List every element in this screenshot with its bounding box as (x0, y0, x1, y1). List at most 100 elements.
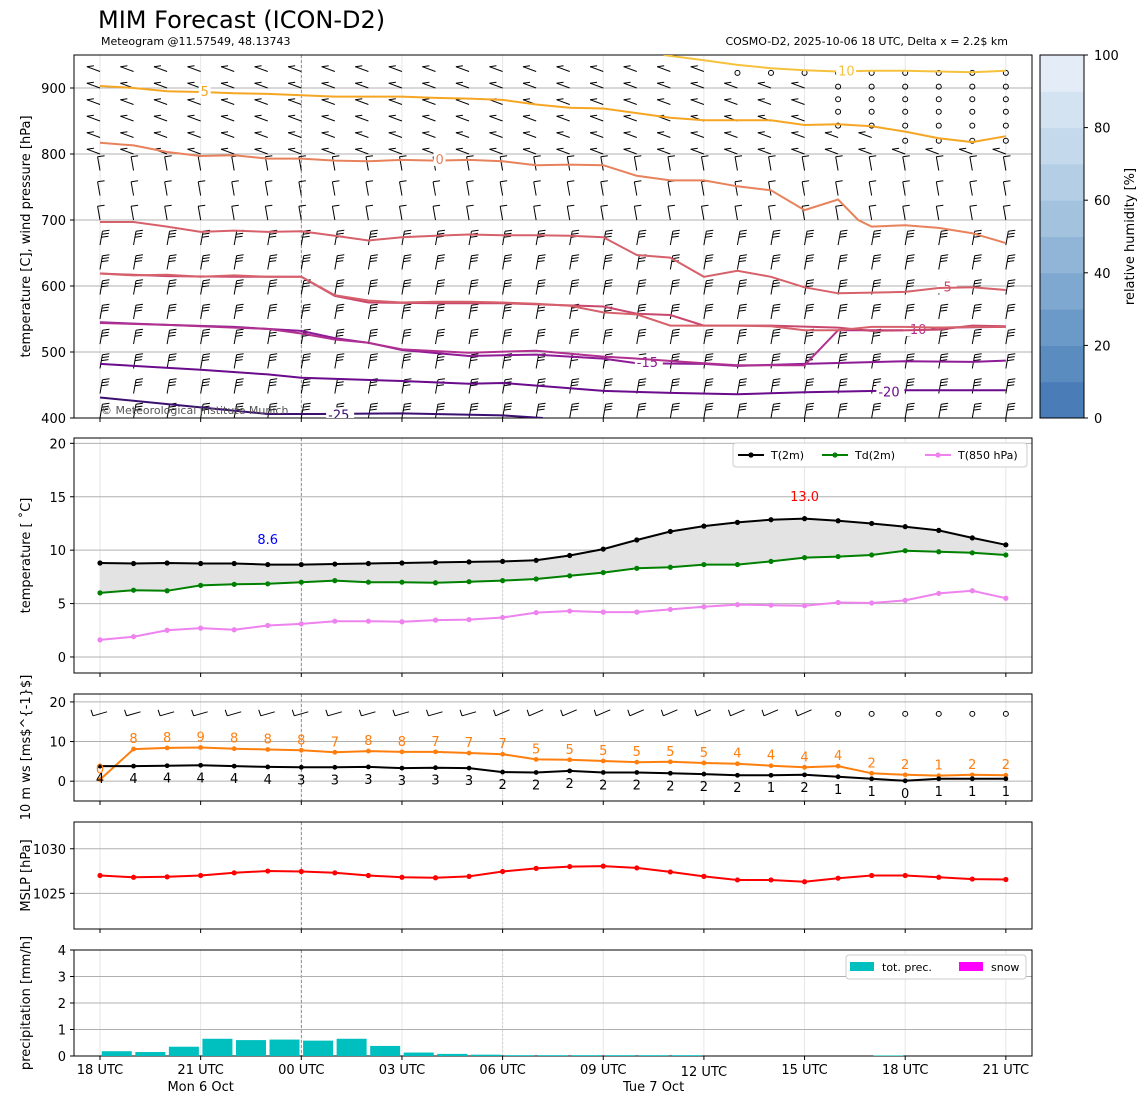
barb-flag (757, 81, 765, 84)
barb-staff (971, 305, 976, 320)
wind-barb (133, 328, 144, 345)
barb-flag (623, 81, 631, 84)
barb-flag (839, 331, 848, 334)
barb-staff (468, 231, 472, 246)
barb-flag (134, 235, 143, 238)
data-point (130, 587, 137, 593)
wind-barb (902, 204, 910, 221)
barb-flag (303, 381, 311, 384)
data-point (198, 762, 204, 768)
barb-flag (538, 254, 546, 257)
y-tick-label: 700 (41, 214, 66, 229)
barb-staff (724, 148, 738, 155)
barb-staff (367, 305, 372, 320)
barb-flag (1003, 180, 1011, 183)
barb-staff (633, 206, 638, 221)
wind-barb (925, 147, 939, 155)
data-point (567, 757, 573, 763)
barb-staff (724, 99, 738, 105)
series-line (99, 746, 1006, 781)
barb-flag (873, 257, 881, 260)
barb-flag (805, 334, 814, 337)
wind-barb (669, 402, 680, 418)
data-point (466, 616, 472, 623)
data-point (466, 579, 472, 585)
barb-flag (168, 232, 177, 235)
barb-staff (502, 255, 506, 270)
barb-staff (669, 379, 674, 394)
wind-barb (435, 402, 446, 418)
wind-barb (321, 98, 336, 105)
wind-barb (164, 204, 172, 221)
isotherm-label-bg (433, 151, 446, 166)
barb-flag (153, 65, 162, 68)
barb-flag (1007, 356, 1015, 359)
wind-barb (623, 147, 637, 155)
wind-barb (690, 81, 705, 89)
barb-flag (135, 306, 143, 309)
barb-flag (902, 155, 910, 158)
mean-value-label: 1 (935, 785, 943, 800)
wind-barb (556, 81, 570, 89)
x-tick-label: 09 UTC (580, 1063, 626, 1078)
data-point (735, 772, 740, 778)
barb-staff (623, 148, 637, 155)
barb-staff (254, 132, 268, 138)
barb-flag (236, 303, 244, 306)
barb-flag (269, 309, 277, 312)
barb-flag (757, 114, 765, 117)
barb-flag (734, 204, 743, 207)
barb-flag (734, 155, 743, 158)
barb-flag (86, 81, 94, 84)
barb-staff (757, 148, 772, 155)
data-point (801, 603, 808, 609)
wind-barb (287, 114, 302, 122)
wind-barb (388, 131, 403, 138)
wind-barb (86, 147, 101, 155)
barb-staff (902, 206, 906, 221)
barb-flag (1007, 381, 1015, 384)
barb-flag (269, 285, 277, 288)
barb-staff (187, 66, 201, 72)
barb-flag (690, 147, 698, 150)
barb-flag (538, 328, 546, 331)
barb-staff (667, 181, 671, 196)
barb-flag (940, 309, 948, 312)
barb-flag (288, 147, 296, 150)
barb-flag (940, 306, 948, 309)
barb-staff (388, 66, 403, 72)
barb-flag (168, 257, 177, 260)
calm-circle (935, 122, 942, 129)
barb-staff (267, 354, 271, 369)
barb-flag (638, 405, 646, 408)
wind-barb (556, 98, 570, 105)
barb-staff (1005, 255, 1009, 270)
barb-staff (164, 206, 168, 221)
barb-staff (657, 132, 671, 138)
barb-flag (470, 285, 478, 288)
mean-value-label: 3 (364, 773, 372, 788)
barb-flag (538, 378, 546, 381)
y-tick-label: 400 (41, 412, 66, 427)
barb-flag (567, 204, 575, 207)
barb-flag (336, 334, 344, 337)
data-point (332, 561, 338, 567)
barb-flag (231, 180, 239, 183)
barb-flag (298, 204, 306, 207)
barb-flag (705, 408, 713, 411)
colorbar-tick-label: 0 (1094, 412, 1102, 427)
barb-flag (236, 328, 244, 331)
barb-staff (321, 82, 336, 89)
barb-flag (706, 328, 714, 331)
barb-flag (556, 114, 564, 117)
barb-flag (840, 378, 848, 381)
y-axis-label: temperature [C], wind pressure [hPa] (19, 115, 34, 357)
barb-flag (201, 334, 210, 337)
mean-value-label: 3 (297, 773, 305, 788)
barb-flag (839, 282, 848, 285)
calm-circle (935, 69, 942, 76)
wind-barb (770, 402, 781, 418)
barb-flag (269, 232, 277, 235)
colorbar-tick-label: 40 (1094, 267, 1111, 282)
isotherm-label-bg (198, 83, 211, 98)
